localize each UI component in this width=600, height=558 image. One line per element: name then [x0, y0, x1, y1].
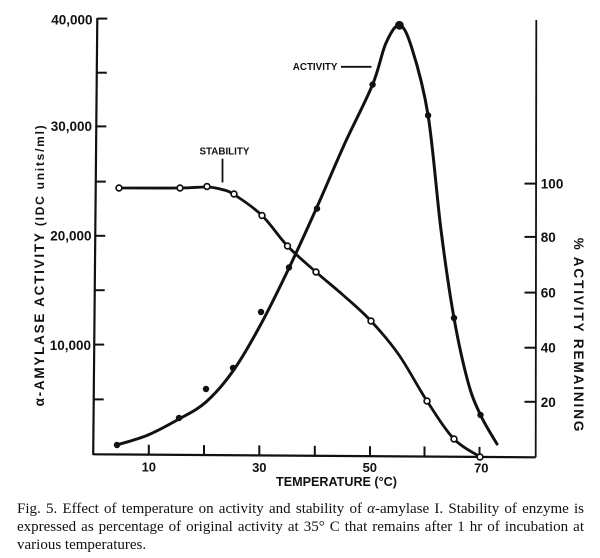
svg-text:40: 40 [541, 341, 556, 356]
svg-text:60: 60 [541, 286, 556, 301]
svg-text:ACTIVITY: ACTIVITY [293, 62, 338, 73]
svg-text:50: 50 [363, 460, 377, 475]
svg-text:30: 30 [252, 460, 266, 475]
svg-text:STABILITY: STABILITY [200, 146, 250, 157]
svg-text:100: 100 [541, 176, 564, 191]
svg-text:20,000: 20,000 [50, 229, 91, 244]
svg-text:20: 20 [541, 395, 556, 410]
svg-text:40,000: 40,000 [51, 12, 92, 27]
svg-text:10: 10 [142, 460, 156, 475]
svg-text:α-AMYLASE ACTIVITY (IDC units/: α-AMYLASE ACTIVITY (IDC units/ml) [32, 124, 47, 407]
svg-text:70: 70 [474, 460, 488, 475]
svg-text:% ACTIVITY REMAINING: % ACTIVITY REMAINING [571, 238, 586, 434]
svg-text:TEMPERATURE (°C): TEMPERATURE (°C) [276, 475, 397, 489]
svg-text:80: 80 [541, 230, 556, 245]
svg-text:10,000: 10,000 [50, 338, 91, 353]
svg-text:30,000: 30,000 [51, 119, 92, 134]
